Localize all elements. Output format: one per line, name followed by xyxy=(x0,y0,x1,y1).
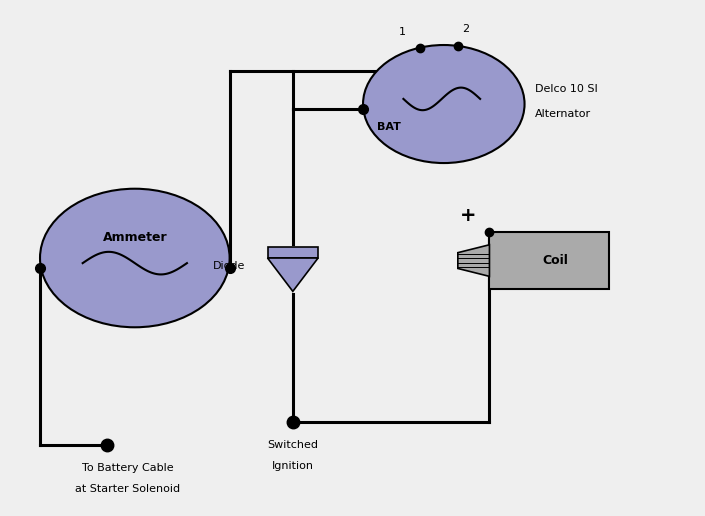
Text: Delco 10 SI: Delco 10 SI xyxy=(535,84,598,93)
Bar xyxy=(489,232,609,289)
Text: Switched: Switched xyxy=(267,440,319,450)
Text: at Starter Solenoid: at Starter Solenoid xyxy=(75,484,180,494)
Text: 2: 2 xyxy=(462,24,469,34)
Text: 1: 1 xyxy=(398,27,405,37)
Text: BAT: BAT xyxy=(377,122,401,132)
Text: Diode: Diode xyxy=(213,261,245,271)
Bar xyxy=(267,247,318,258)
Circle shape xyxy=(363,45,525,163)
Text: Ignition: Ignition xyxy=(272,461,314,471)
Text: +: + xyxy=(460,206,477,224)
Text: Alternator: Alternator xyxy=(535,109,591,119)
Circle shape xyxy=(40,189,230,327)
Polygon shape xyxy=(458,245,489,277)
Polygon shape xyxy=(267,258,318,292)
Text: Ammeter: Ammeter xyxy=(102,231,167,244)
Text: Coil: Coil xyxy=(542,254,568,267)
Text: To Battery Cable: To Battery Cable xyxy=(82,463,173,473)
